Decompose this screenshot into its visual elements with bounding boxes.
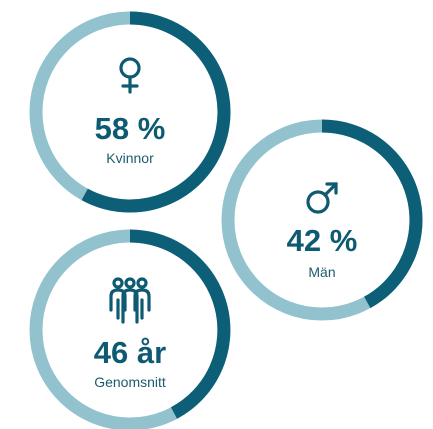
caption: Kvinnor	[106, 150, 154, 166]
value-label: 42 %	[287, 223, 358, 258]
ring-arc-decor	[129, 229, 231, 419]
male-icon	[306, 182, 338, 214]
ring-arc	[321, 119, 423, 309]
caption: Män	[308, 264, 335, 280]
caption: Genomsnitt	[94, 374, 166, 390]
people-icon	[109, 277, 151, 324]
female-icon	[119, 57, 141, 94]
value-label: 46 år	[94, 335, 166, 370]
ring-arc	[81, 11, 231, 213]
value-label: 58 %	[95, 111, 166, 146]
